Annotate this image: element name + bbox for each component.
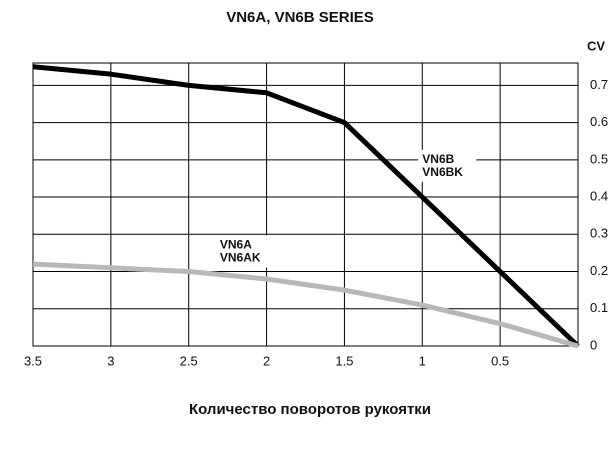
x-tick-label: 3.5 xyxy=(24,353,42,368)
y-tick-label: 0.6 xyxy=(590,114,608,129)
y-tick-label: 0.5 xyxy=(590,151,608,166)
x-tick-label: 2.5 xyxy=(180,353,198,368)
label-bg xyxy=(418,149,477,182)
x-axis-label: Количество поворотов рукоятки xyxy=(189,401,431,418)
x-tick-label: 2 xyxy=(263,353,270,368)
line-series xyxy=(32,64,580,348)
y-tick-label: 0.2 xyxy=(590,263,608,278)
x-tick-label: 3 xyxy=(107,353,114,368)
x-tick-label: 1 xyxy=(419,353,426,368)
chart-title: VN6A, VN6B SERIES xyxy=(226,9,374,26)
line-series xyxy=(32,261,579,349)
y-tick-label: 0.4 xyxy=(590,188,608,203)
x-tick-label: 1.5 xyxy=(335,353,353,368)
y-tick-label: 0.1 xyxy=(590,300,608,315)
series-label: VN6BK xyxy=(422,165,463,179)
label-bg xyxy=(215,235,274,268)
y-tick-label: 0 xyxy=(590,337,597,352)
x-tick-label: 0.5 xyxy=(491,353,509,368)
y-axis-label: CV xyxy=(587,38,605,53)
series-label: VN6A xyxy=(220,238,252,252)
y-tick-label: 0.7 xyxy=(590,77,608,92)
y-tick-label: 0.3 xyxy=(590,226,608,241)
series-label: VN6AK xyxy=(220,251,261,265)
series-label: VN6B xyxy=(422,152,454,166)
